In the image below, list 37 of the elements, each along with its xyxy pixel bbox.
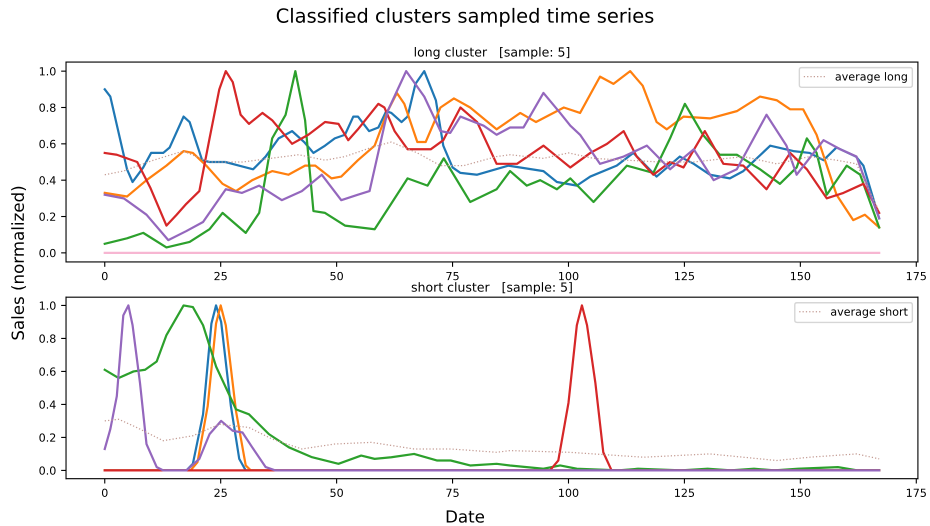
y-tick-label: 0.8 (39, 103, 56, 112)
legend-label: average long (836, 72, 907, 83)
chart-title: Classified clusters sampled time series (276, 8, 654, 27)
x-tick-label: 25 (214, 488, 227, 497)
y-tick-label: 1.0 (40, 67, 56, 76)
y-tick-label: 0.4 (39, 400, 56, 409)
x-tick-label: 150 (790, 272, 810, 280)
y-axis-title: Sales (normalized) (11, 186, 26, 340)
y-tick-label: 0.0 (39, 248, 56, 258)
y-tick-label: 0.6 (39, 140, 56, 148)
y-tick-label: 0.4 (39, 176, 56, 185)
x-tick-label: 50 (330, 272, 343, 280)
x-tick-label: 175 (906, 488, 926, 497)
line-series (104, 141, 880, 212)
y-tick-label: 0.2 (39, 433, 56, 442)
y-tick-label: 1.0 (40, 301, 56, 310)
x-tick-label: 25 (214, 272, 227, 280)
x-tick-label: 100 (559, 488, 578, 497)
y-tick-label: 0.6 (39, 367, 56, 376)
x-axis-title: Date (446, 510, 484, 523)
y-tick-label: 0.8 (39, 334, 56, 343)
legend-label: average short (831, 307, 908, 318)
line-series (104, 418, 880, 462)
x-tick-label: 75 (446, 272, 459, 280)
x-tick-label: 0 (102, 272, 108, 280)
y-tick-label: 0.0 (39, 466, 56, 475)
x-tick-label: 175 (906, 272, 926, 280)
chart-subtitle: short cluster [sample: 5] (412, 282, 572, 294)
x-tick-label: 100 (559, 272, 578, 280)
x-tick-label: 150 (790, 488, 810, 497)
x-tick-label: 75 (446, 488, 459, 497)
x-tick-label: 0 (102, 488, 108, 497)
x-tick-label: 125 (675, 488, 694, 497)
y-tick-label: 0.2 (39, 212, 56, 221)
x-tick-label: 50 (330, 488, 343, 497)
x-tick-label: 125 (675, 272, 694, 280)
chart-subtitle: long cluster [sample: 5] (414, 47, 570, 60)
